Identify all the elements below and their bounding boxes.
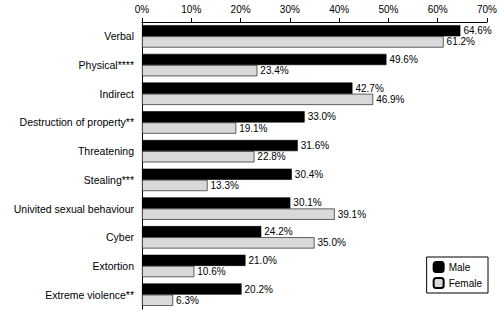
svg-text:Extortion: Extortion	[93, 260, 135, 272]
svg-text:Indirect: Indirect	[100, 88, 135, 100]
svg-text:40%: 40%	[329, 4, 349, 15]
svg-text:Extreme violence**: Extreme violence**	[45, 289, 134, 301]
svg-text:22.8%: 22.8%	[257, 151, 285, 162]
svg-text:20.2%: 20.2%	[245, 284, 273, 295]
svg-text:33.0%: 33.0%	[308, 111, 336, 122]
svg-text:49.6%: 49.6%	[389, 54, 417, 65]
svg-text:31.6%: 31.6%	[301, 140, 329, 151]
svg-text:0%: 0%	[135, 4, 150, 15]
svg-text:46.9%: 46.9%	[376, 94, 404, 105]
svg-text:Threatening: Threatening	[78, 145, 134, 157]
svg-text:Male: Male	[449, 262, 471, 273]
svg-text:30%: 30%	[280, 4, 300, 15]
svg-text:35.0%: 35.0%	[317, 237, 345, 248]
svg-text:30.1%: 30.1%	[293, 197, 321, 208]
svg-text:6.3%: 6.3%	[176, 295, 199, 306]
svg-text:42.7%: 42.7%	[355, 83, 383, 94]
svg-text:19.1%: 19.1%	[239, 123, 267, 134]
svg-text:64.6%: 64.6%	[463, 25, 491, 36]
svg-text:24.2%: 24.2%	[264, 226, 292, 237]
svg-text:Cyber: Cyber	[106, 231, 135, 243]
svg-text:10%: 10%	[181, 4, 201, 15]
svg-text:Physical****: Physical****	[79, 59, 134, 71]
svg-text:60%: 60%	[428, 4, 448, 15]
svg-text:39.1%: 39.1%	[338, 209, 366, 220]
svg-text:20%: 20%	[231, 4, 251, 15]
svg-text:61.2%: 61.2%	[447, 36, 475, 47]
svg-text:10.6%: 10.6%	[197, 266, 225, 277]
svg-text:50%: 50%	[378, 4, 398, 15]
svg-text:Female: Female	[449, 278, 483, 289]
svg-text:Destruction of property**: Destruction of property**	[20, 116, 134, 128]
svg-text:23.4%: 23.4%	[260, 65, 288, 76]
svg-text:13.3%: 13.3%	[211, 180, 239, 191]
svg-text:30.4%: 30.4%	[295, 169, 323, 180]
svg-text:Stealing***: Stealing***	[84, 174, 134, 186]
svg-text:Univited sexual behaviour: Univited sexual behaviour	[14, 203, 135, 215]
svg-text:21.0%: 21.0%	[248, 255, 276, 266]
svg-text:70%: 70%	[477, 4, 497, 15]
svg-text:Verbal: Verbal	[104, 30, 134, 42]
